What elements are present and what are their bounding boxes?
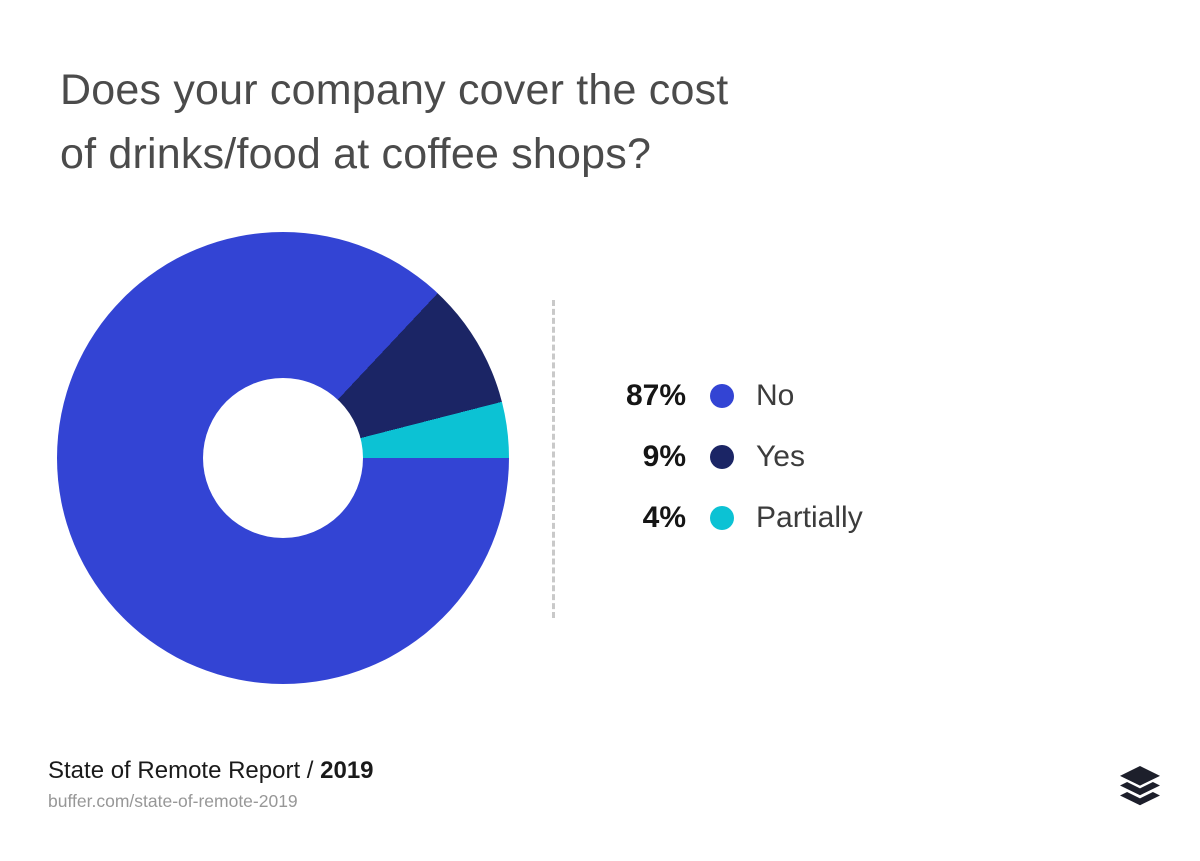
- buffer-logo-icon: [1118, 766, 1162, 806]
- legend-item-partially: 4% Partially: [616, 498, 863, 538]
- footer: State of Remote Report / 2019 buffer.com…: [48, 757, 374, 812]
- legend-item-no: 87% No: [616, 376, 863, 416]
- legend-color-dot: [710, 445, 734, 469]
- legend-percent: 87%: [625, 379, 686, 412]
- legend-label: Yes: [756, 440, 805, 473]
- dashed-divider: [552, 300, 555, 618]
- legend-label: No: [756, 379, 795, 412]
- chart-legend: 87% No 9% Yes 4% Partially: [616, 376, 863, 538]
- legend-percent: 4%: [642, 501, 686, 534]
- legend-percent: 9%: [642, 440, 686, 473]
- donut-hole: [203, 378, 363, 538]
- source-url: buffer.com/state-of-remote-2019: [48, 791, 298, 811]
- legend-color-dot: [710, 506, 734, 530]
- legend-item-yes: 9% Yes: [616, 437, 863, 477]
- source-year: 2019: [320, 757, 374, 784]
- source-prefix: State of Remote Report /: [48, 757, 321, 784]
- chart-title: Does your company cover the cost of drin…: [60, 66, 729, 178]
- source-line: State of Remote Report / 2019: [48, 757, 374, 785]
- legend-color-dot: [710, 384, 734, 408]
- legend-label: Partially: [756, 501, 863, 534]
- donut-chart: [57, 232, 509, 684]
